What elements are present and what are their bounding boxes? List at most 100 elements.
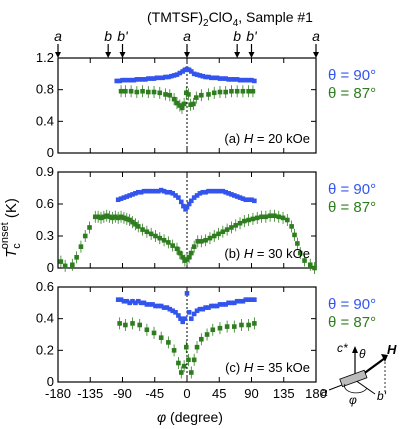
marker-label: b' [246,28,258,44]
c-axis-arrowhead [352,346,358,353]
data-point [124,194,130,199]
h-vector-arrowhead [381,354,388,362]
data-point [151,76,157,81]
data-point [206,74,211,80]
data-point [194,308,200,314]
data-point [220,188,226,194]
data-point [200,306,206,312]
x-tick-label: -45 [145,386,164,401]
data-point [178,199,184,205]
data-point [209,303,214,309]
x-tick-label: 180 [305,386,327,401]
data-point [125,77,131,83]
y-tick-label: 0.2 [36,342,54,357]
data-point [223,76,228,81]
data-point [252,78,257,84]
data-point [138,189,144,195]
x-tick-label: 0 [183,386,190,401]
data-point [189,316,194,321]
data-point [189,69,194,74]
y-tick-label: 0.4 [36,113,54,128]
marker-label: a [54,28,62,44]
data-point [226,191,231,196]
data-point [206,305,211,310]
data-point [186,310,192,315]
data-point [115,297,121,302]
theta-label: θ [359,347,366,361]
data-point [121,195,127,200]
data-point [170,191,175,196]
data-point [128,77,134,83]
series-1 [58,209,317,274]
data-point [249,77,254,83]
legend-entry: θ = 90° [328,296,376,313]
data-point [214,303,220,309]
series-1 [117,317,257,379]
marker-arrowhead [184,52,190,58]
data-point [237,195,243,200]
h-label: H [387,342,397,357]
data-point [217,188,223,194]
legend-entry: θ = 87° [328,199,376,216]
c-axis-label: c* [337,341,348,355]
data-point [234,194,240,199]
x-tick-label: -180 [45,386,71,401]
data-point [217,76,223,81]
data-point [150,302,155,307]
y-tick-label: 0 [47,374,54,389]
data-point [164,305,170,310]
data-point [121,298,127,304]
data-point [191,311,197,317]
data-point [120,77,125,83]
x-tick-label: 45 [212,386,226,401]
data-point [252,198,257,204]
data-point [173,310,178,315]
phi-arc [344,383,368,394]
y-tick-label: 1.2 [36,50,54,65]
data-point [191,71,197,77]
data-point [138,300,144,306]
data-point [153,188,158,194]
y-tick-label: 0.4 [36,311,54,326]
data-point [182,316,188,321]
data-point [243,297,249,302]
data-point [189,198,194,204]
b-axis-label: b' [377,389,387,403]
data-point [211,188,217,194]
data-point [123,77,128,83]
data-point [140,77,145,82]
data-point [171,73,177,78]
data-point [211,303,217,309]
y-tick-label: 0 [47,145,54,160]
data-point [194,72,200,77]
data-point [232,77,237,82]
data-point [114,78,120,84]
data-point [135,298,141,304]
data-point [154,75,160,81]
legend-entry: θ = 87° [328,85,376,102]
data-point [135,189,141,195]
data-point [206,188,211,194]
data-point [133,191,138,196]
data-point [232,300,237,306]
marker-label: b [233,28,241,44]
data-point [249,297,254,302]
data-point [144,302,150,307]
panel-label: (c) H = 35 kOe [225,360,310,375]
data-point [246,77,251,83]
data-point [240,298,246,304]
data-point [117,78,122,84]
data-point [246,197,251,203]
data-point [118,297,124,302]
panel-0: 0 0.4 0.8 1.2 (a) H = 20 kOe [36,50,317,160]
series-0 [115,291,257,325]
data-point [161,188,167,194]
data-point [217,302,223,307]
data-point [176,313,181,318]
legend-entry: θ = 87° [328,314,376,331]
marker-label: b [104,28,112,44]
data-point [240,196,246,201]
data-point [234,77,240,82]
data-point [209,75,214,81]
data-point [163,74,168,80]
